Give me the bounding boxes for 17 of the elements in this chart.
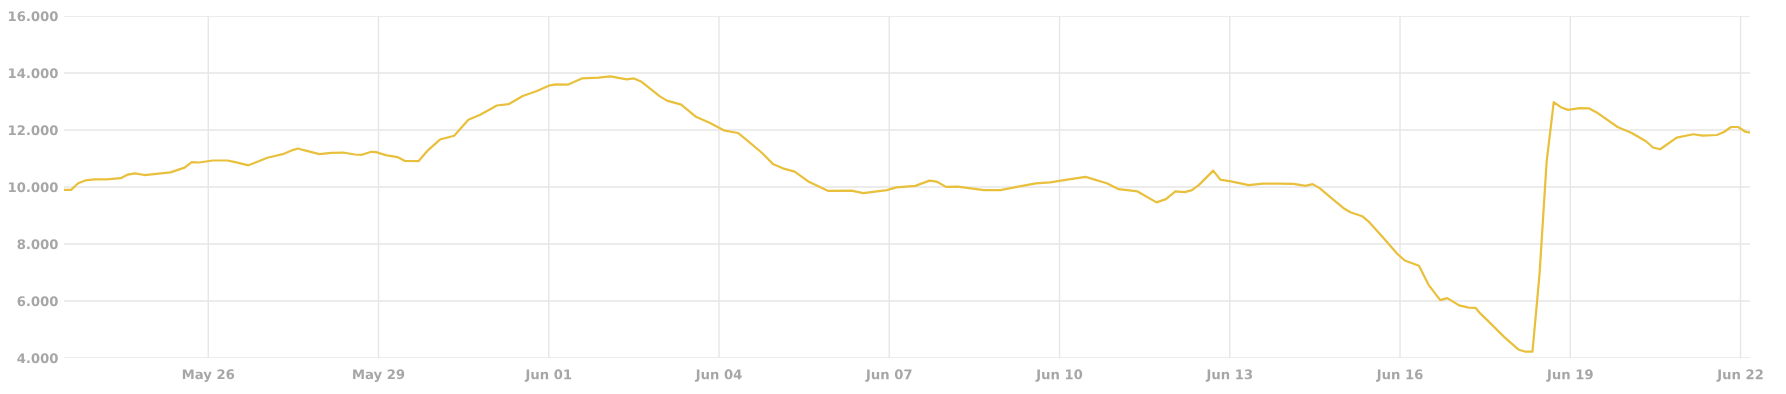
x-tick-label: May 29 (353, 369, 405, 382)
y-tick-label: 16.000 (9, 11, 58, 22)
y-tick-label: 8.000 (17, 239, 58, 250)
y-tick-label: 12.000 (9, 125, 58, 136)
y-tick-label: 6.000 (17, 296, 58, 307)
y-tick-label: 10.000 (9, 182, 58, 193)
y-tick-label: 4.000 (17, 353, 58, 364)
x-tick-label: Jun 01 (524, 369, 572, 382)
x-tick-label: Jun 13 (1205, 369, 1253, 382)
x-tick-label: Jun 16 (1375, 369, 1423, 382)
y-tick-label: 14.000 (9, 68, 58, 79)
x-tick-label: May 26 (182, 369, 235, 382)
x-tick-label: Jun 07 (865, 369, 912, 382)
x-tick-label: Jun 10 (1035, 369, 1083, 382)
x-tick-label: Jun 19 (1546, 369, 1593, 382)
x-tick-label: Jun 04 (694, 369, 742, 382)
x-tick-label: Jun 22 (1716, 369, 1763, 382)
